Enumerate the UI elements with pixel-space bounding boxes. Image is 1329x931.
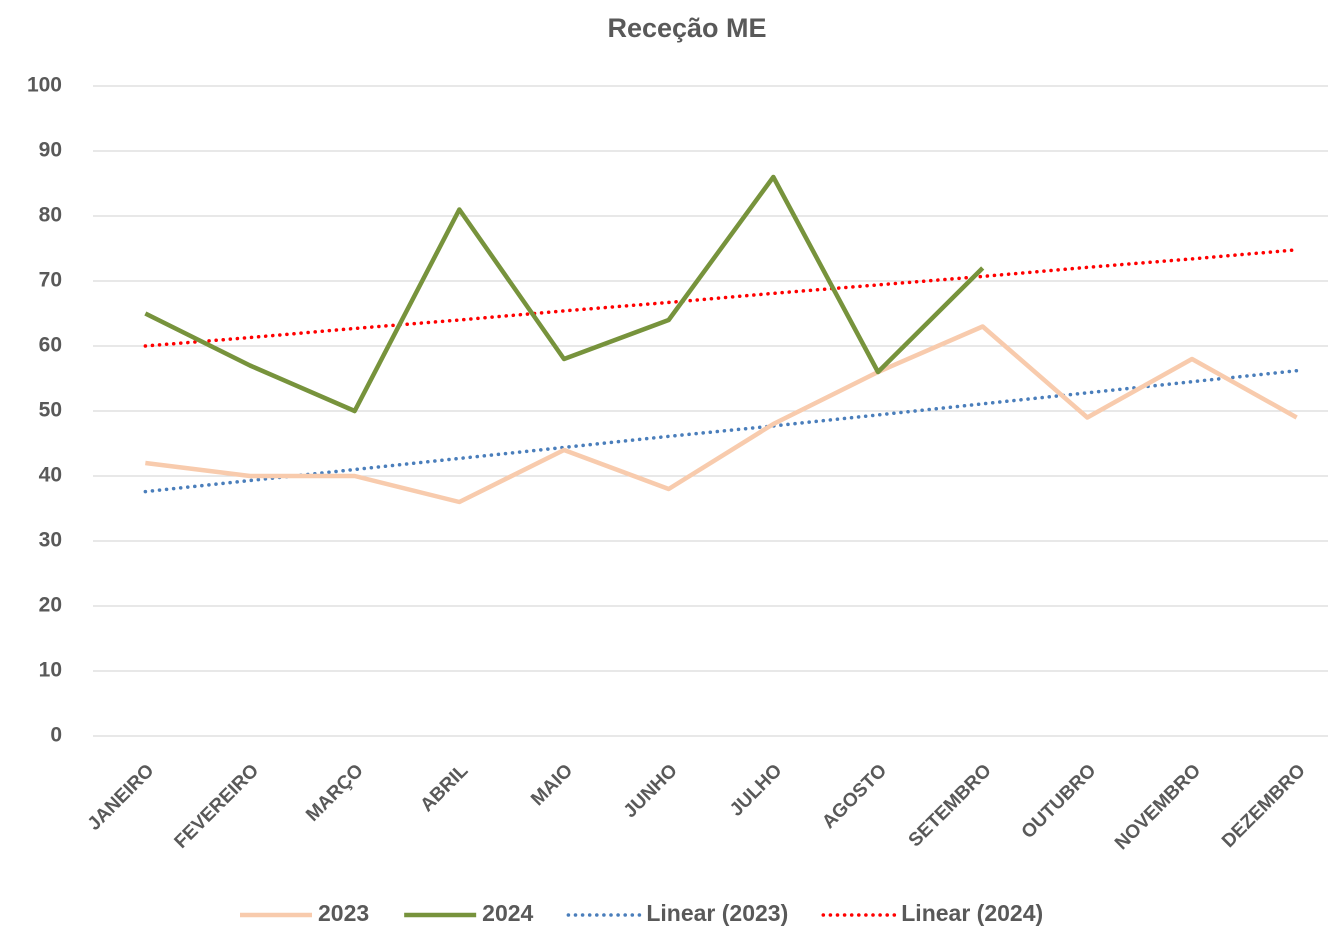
series-line <box>144 174 985 414</box>
series-line <box>145 324 1298 505</box>
x-tick-label: ABRIL <box>417 760 473 816</box>
legend-label: Linear (2024) <box>901 900 1043 926</box>
x-tick-label: NOVEMBRO <box>1111 760 1205 854</box>
legend-label: 2024 <box>482 900 533 926</box>
x-tick-label: JULHO <box>726 760 786 820</box>
y-tick-label: 30 <box>39 529 62 552</box>
y-tick-label: 40 <box>39 464 62 487</box>
x-tick-label: MARÇO <box>302 760 368 826</box>
legend: 2023 2024 Linear (2023) Linear (2024) <box>240 900 1043 926</box>
y-tick-label: 50 <box>39 399 62 422</box>
x-tick-label: OUTUBRO <box>1018 760 1101 843</box>
x-tick-label: JUNHO <box>620 760 682 822</box>
y-tick-label: 80 <box>39 204 62 227</box>
x-tick-label: MAIO <box>527 760 577 810</box>
y-tick-label: 100 <box>27 74 62 97</box>
series-line <box>143 368 1299 494</box>
y-tick-label: 90 <box>39 139 62 162</box>
x-tick-label: DEZEMBRO <box>1218 760 1310 852</box>
x-tick-label: SETEMBRO <box>905 760 996 851</box>
legend-label: 2023 <box>318 900 369 926</box>
y-tick-label: 10 <box>39 659 62 682</box>
x-tick-label: AGOSTO <box>818 760 891 833</box>
y-tick-label: 0 <box>50 724 62 747</box>
series-line <box>143 248 1299 348</box>
x-tick-label: FEVEREIRO <box>171 760 263 852</box>
x-tick-label: JANEIRO <box>84 760 159 835</box>
y-tick-label: 60 <box>39 334 62 357</box>
y-tick-label: 20 <box>39 594 62 617</box>
chart-title: Receção ME <box>607 13 766 43</box>
y-tick-label: 70 <box>39 269 62 292</box>
legend-label: Linear (2023) <box>646 900 788 926</box>
